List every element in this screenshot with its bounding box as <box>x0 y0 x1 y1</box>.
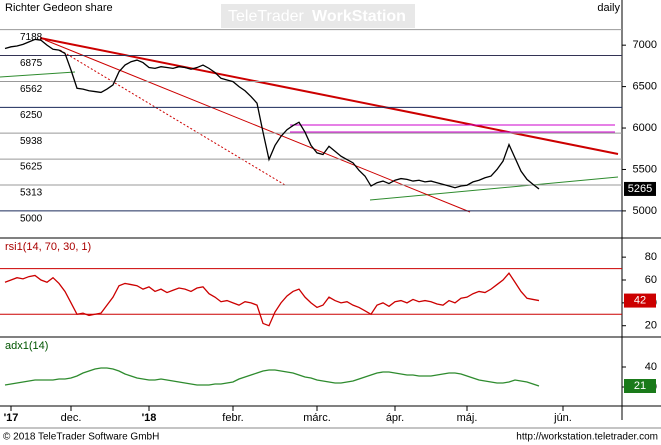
y-tick-label: 6500 <box>633 81 657 93</box>
level-label: 6250 <box>20 110 43 121</box>
last-value-box <box>624 379 656 393</box>
level-label: 5000 <box>20 214 43 225</box>
x-tick-label: ápr. <box>386 412 404 424</box>
rsi-title: rsi1(14, 70, 30, 1) <box>5 241 91 253</box>
level-label: 5625 <box>20 162 43 173</box>
level-label: 6875 <box>20 58 43 69</box>
watermark-product: WorkStation <box>312 8 406 25</box>
x-tick-label: dec. <box>61 412 82 424</box>
x-tick-label: '17 <box>4 412 19 424</box>
url: http://workstation.teletrader.com <box>516 432 658 443</box>
level-label: 6562 <box>20 84 43 95</box>
level-label: 5313 <box>20 188 43 199</box>
y-tick-label: 80 <box>645 251 657 263</box>
last-value-label: 42 <box>634 294 646 306</box>
x-tick-label: máj. <box>457 412 478 424</box>
y-tick-label: 7000 <box>633 39 657 51</box>
series-line <box>4 367 540 387</box>
trend-line <box>44 39 471 213</box>
series-line <box>4 272 540 327</box>
x-tick-label: márc. <box>303 412 331 424</box>
watermark-brand: TeleTrader <box>228 8 305 25</box>
adx-title: adx1(14) <box>5 340 48 352</box>
watermark-box <box>221 4 415 28</box>
series-line <box>4 38 540 190</box>
last-value-label: 5265 <box>628 183 652 195</box>
trend-line <box>369 176 619 201</box>
period: daily <box>597 2 620 14</box>
trend-line <box>0 71 76 78</box>
y-tick-label: 60 <box>645 274 657 286</box>
y-tick-label: 5500 <box>633 163 657 175</box>
y-tick-label: 5000 <box>633 205 657 217</box>
trend-line <box>39 37 619 155</box>
y-tick-label: 40 <box>645 361 657 373</box>
last-value-box <box>624 293 656 308</box>
level-label: 7188 <box>20 32 43 43</box>
last-value-box <box>624 181 656 196</box>
y-tick-label: 6000 <box>633 122 657 134</box>
x-tick-label: febr. <box>222 412 243 424</box>
last-value-label: 21 <box>634 380 646 392</box>
chart-title: Richter Gedeon share <box>5 2 113 14</box>
level-label: 5938 <box>20 136 43 147</box>
copyright: © 2018 TeleTrader Software GmbH <box>3 432 159 443</box>
y-tick-label: 20 <box>645 320 657 332</box>
x-tick-label: jún. <box>553 412 572 424</box>
x-tick-label: '18 <box>142 412 157 424</box>
